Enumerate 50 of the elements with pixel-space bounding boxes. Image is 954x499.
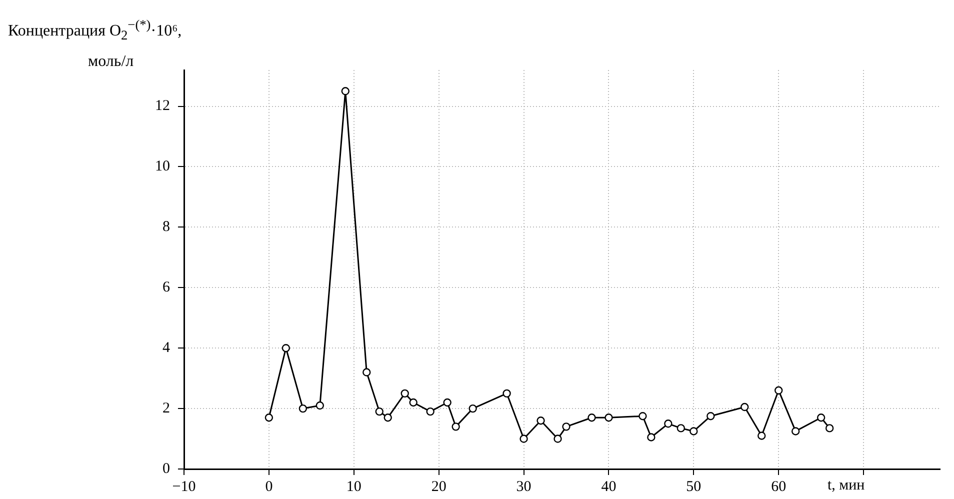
point [604,414,613,422]
point [341,87,350,96]
text: Концентрация O$_{2}$$^{−(*)}$·10⁶, моль/л [8,17,182,70]
point [536,416,545,425]
x-tick-label: 10 [346,478,362,495]
y-tick-label: 4 [162,340,170,356]
point [690,427,698,436]
y-tick-label: 8 [162,219,170,236]
point [758,432,766,440]
point [468,404,477,413]
x-axis-title: t, мин [827,477,865,494]
point [664,420,672,428]
point [825,424,834,432]
x-tick-label: 50 [686,478,702,495]
x-tick-label: 20 [431,478,446,495]
x-tick-label: 60 [771,478,786,495]
point [375,407,384,416]
point [706,412,715,420]
point [588,414,596,422]
x-tick-label: 0 [265,478,273,495]
point [676,424,686,432]
y-tick-label: 12 [155,98,170,114]
point [520,434,528,443]
point [740,402,749,412]
point [400,389,409,398]
point [816,414,826,422]
y-tick-label: 6 [162,280,170,296]
point [562,422,570,431]
point [264,414,274,422]
point [791,427,800,436]
y-tick-label: 10 [155,158,170,175]
point [452,422,460,431]
x-tick-label: 40 [601,478,616,495]
point [502,389,511,398]
point [316,401,324,410]
point [362,368,371,376]
point [426,407,434,416]
point [298,404,308,413]
point [384,414,392,422]
point [554,434,562,443]
point [282,344,290,352]
y-tick-label: 2 [162,400,170,416]
x-tick-label: −10 [172,478,196,495]
x-tick-label: 30 [516,478,532,495]
point [443,398,452,407]
point [774,386,783,395]
y-tick-label: 0 [162,460,170,477]
point [409,398,418,407]
point [638,412,647,420]
point [647,433,656,442]
